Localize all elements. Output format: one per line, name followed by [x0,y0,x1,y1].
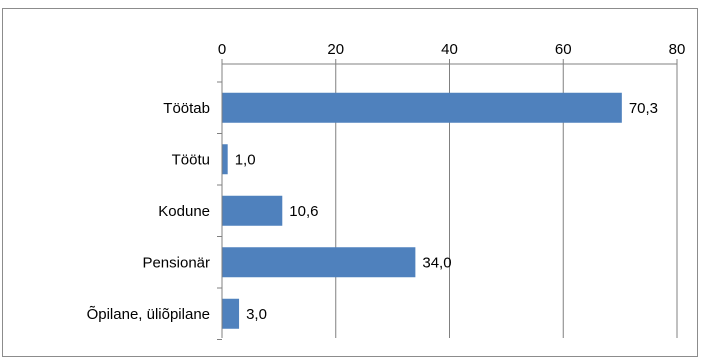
category-label: Töötu [172,151,210,168]
x-tick-label: 80 [669,41,686,58]
category-label: Õpilane, üliõpilane [87,306,210,323]
category-label: Pensionär [142,254,210,271]
value-label: 3,0 [246,306,267,323]
category-label: Kodune [158,203,210,220]
x-tick-label: 0 [218,41,226,58]
value-label: 10,6 [289,203,318,220]
x-tick-label: 40 [441,41,458,58]
bar [222,92,622,123]
chart-frame [2,8,698,357]
x-tick-label: 20 [327,41,344,58]
bar [222,298,240,329]
value-label: 34,0 [422,254,451,271]
category-label: Töötab [163,100,210,117]
value-label: 70,3 [629,100,658,117]
x-tick-label: 60 [555,41,572,58]
labels: 0 20 40 60 80 Töötab 70,3 Töötu 1,0 Kodune 10,6 Pen… [87,41,686,323]
axes [217,59,678,340]
bar [222,195,283,226]
value-label: 1,0 [235,151,256,168]
bar [222,144,228,175]
bars [222,92,622,329]
bar [222,247,416,278]
